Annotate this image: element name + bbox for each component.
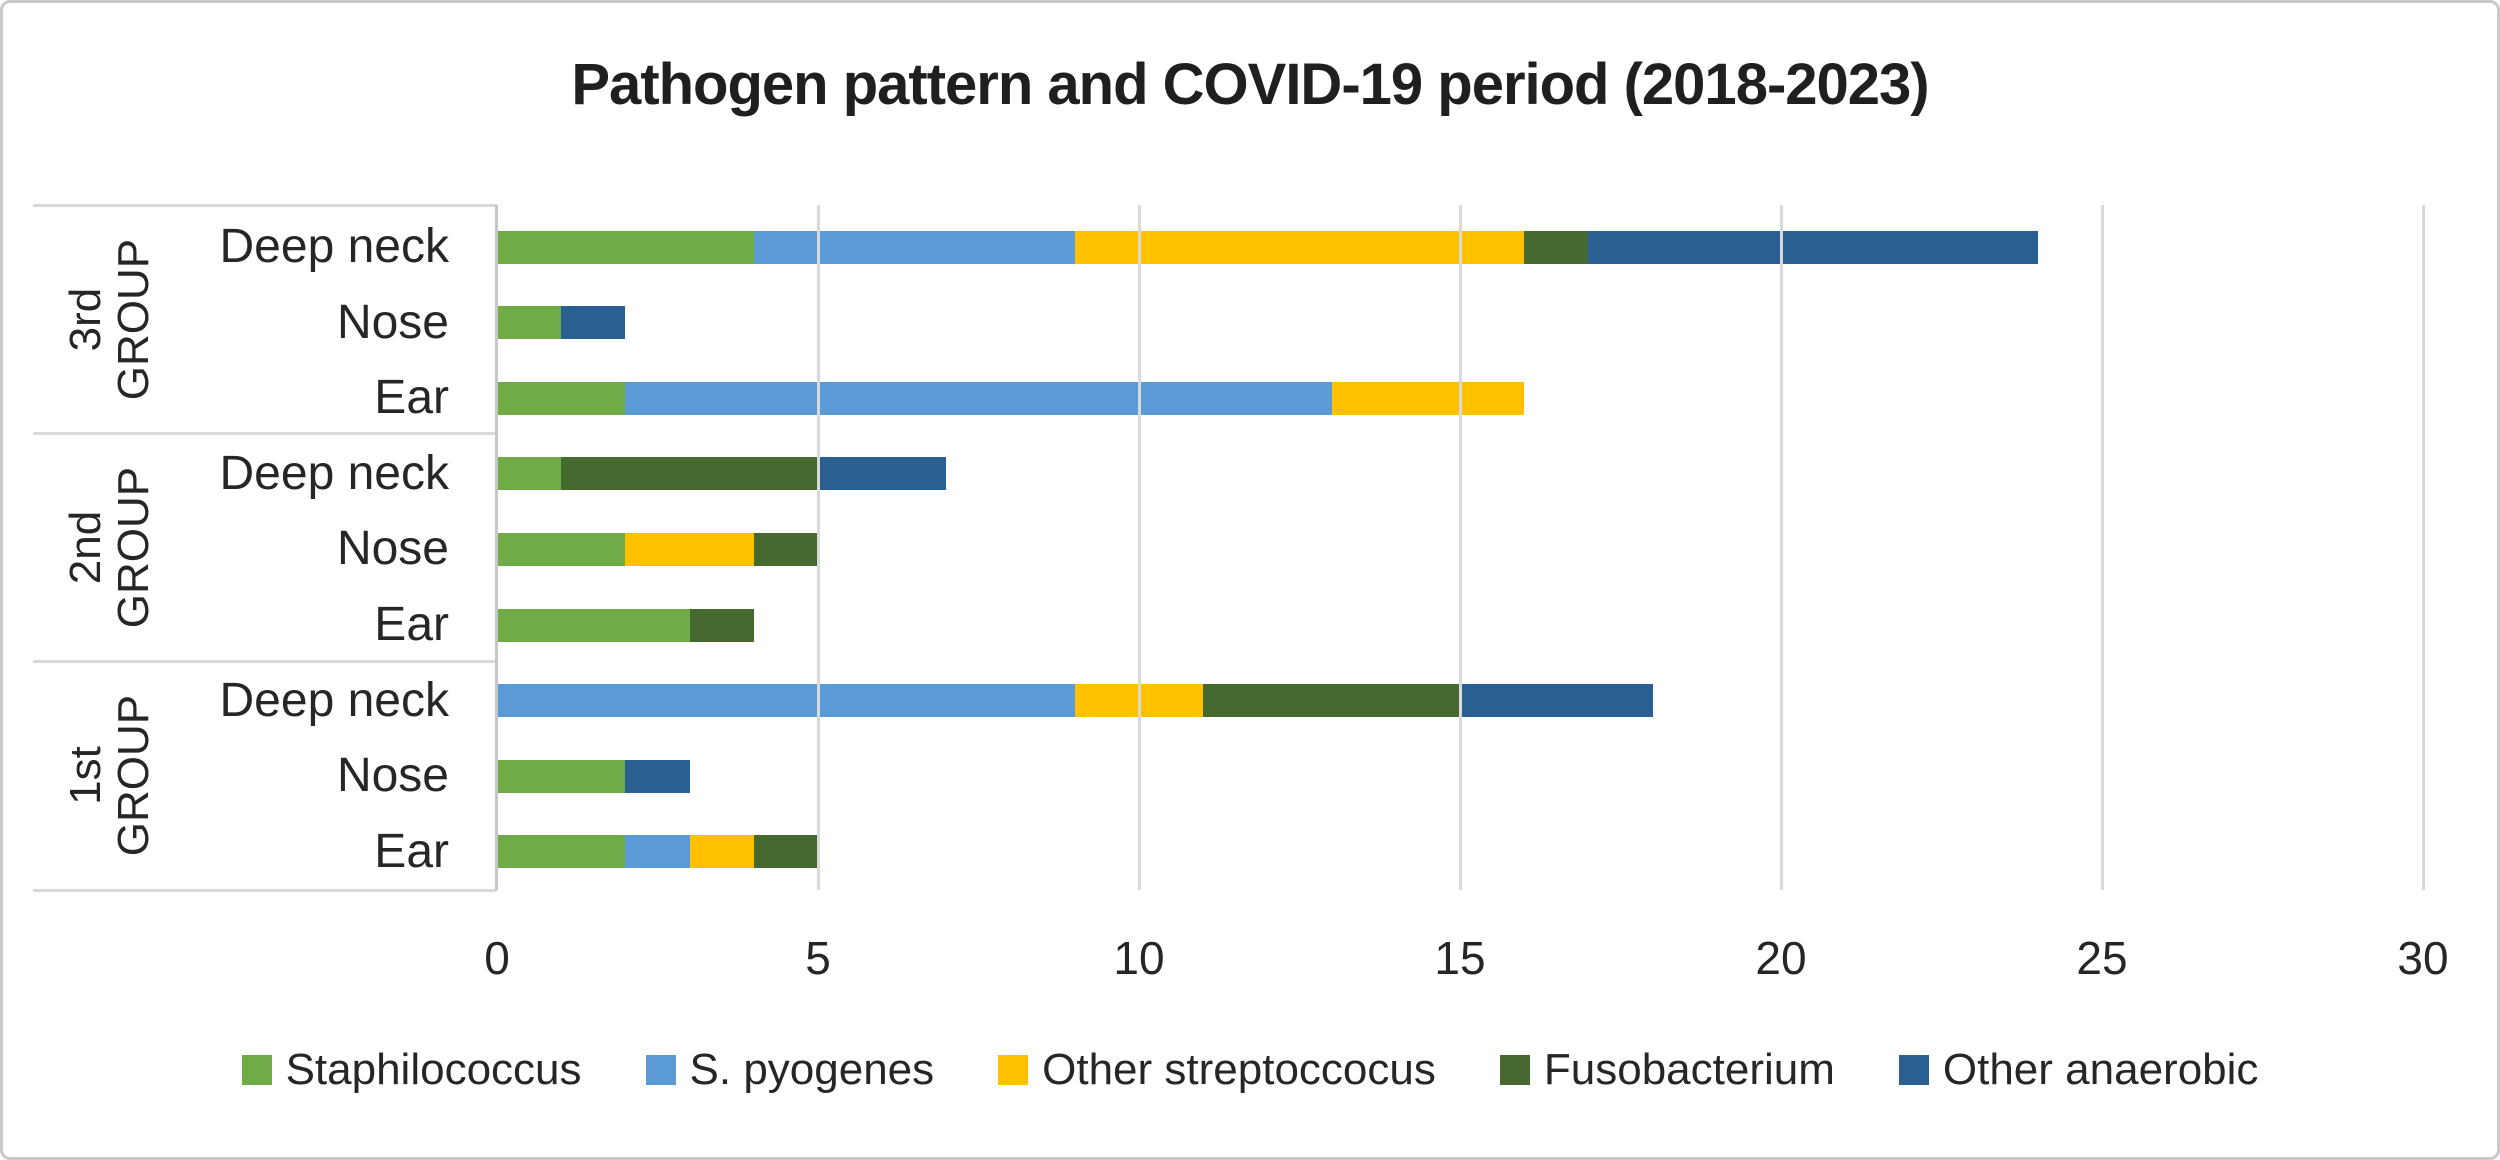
bar-segment-staphilococcus (497, 457, 562, 491)
category-label-ear: Ear (374, 598, 449, 651)
bar-segment-fusobacterium (689, 608, 754, 642)
bar-row-2nd-nose (497, 532, 2423, 566)
bar-segment-other-streptoccocus (625, 532, 754, 566)
category-axis-separator-line (33, 660, 497, 664)
legend-label-other-anaerobic: Other anaerobic (1942, 1045, 2259, 1094)
bar-segment-staphilococcus (497, 532, 626, 566)
gridline (816, 205, 820, 890)
legend-item-fusobacterium: Fusobacterium (1499, 1045, 1835, 1095)
bar-segment-fusobacterium (561, 457, 818, 491)
x-tick-label-10: 10 (1113, 932, 1165, 984)
x-tick-label-15: 15 (1434, 932, 1486, 984)
gridline (2100, 205, 2104, 890)
legend-swatch-other-anaerobic (1898, 1055, 1929, 1085)
legend-swatch-staphilococcus (241, 1055, 272, 1085)
bar-segment-s-pyogenes (625, 835, 690, 869)
bar-row-1st-ear (497, 835, 2423, 869)
legend-label-staphilococcus: Staphilococcus (285, 1045, 582, 1094)
bar-segment-other-anaerobic (561, 306, 626, 340)
bar-segment-s-pyogenes (753, 230, 1075, 264)
bar-row-3rd-ear (497, 381, 2423, 415)
bar-row-2nd-deep-neck (497, 457, 2423, 491)
legend: Staphilococcus S. pyogenes Other streptocc… (3, 1045, 2497, 1095)
bar-segment-staphilococcus (497, 835, 626, 869)
category-label-ear: Ear (374, 824, 449, 878)
legend-swatch-s-pyogenes (645, 1055, 676, 1085)
bar-segment-fusobacterium (1524, 230, 1589, 264)
legend-item-s-pyogenes: S. pyogenes (645, 1045, 935, 1095)
bar-segment-other-streptoccocus (1331, 381, 1525, 415)
category-label-deep-neck: Deep neck (219, 446, 449, 500)
gridline (1779, 205, 1783, 890)
bar-segment-other-anaerobic (625, 759, 690, 793)
bar-segment-staphilococcus (497, 759, 626, 793)
legend-label-s-pyogenes: S. pyogenes (689, 1045, 935, 1094)
category-axis-separator-line (33, 888, 497, 892)
x-tick-label-20: 20 (1755, 932, 1807, 984)
category-label-nose: Nose (336, 749, 449, 803)
category-axis-line (495, 205, 498, 890)
legend-swatch-other-streptoccocus (998, 1055, 1029, 1085)
category-label-nose: Nose (336, 295, 449, 349)
bar-segment-other-anaerobic (1460, 684, 1653, 718)
bar-segment-other-anaerobic (1588, 230, 2038, 264)
bar-row-3rd-nose (497, 306, 2423, 340)
x-tick-label-25: 25 (2076, 932, 2128, 984)
chart-title: Pathogen pattern and COVID-19 period (20… (571, 52, 1929, 117)
x-tick-label-30: 30 (2397, 932, 2449, 984)
bar-row-1st-nose (497, 759, 2423, 793)
bar-segment-staphilococcus (497, 608, 690, 642)
bar-segment-fusobacterium (753, 835, 818, 869)
bar-segment-fusobacterium (753, 532, 818, 566)
legend-label-fusobacterium: Fusobacterium (1543, 1045, 1835, 1094)
bar-segment-staphilococcus (497, 381, 626, 415)
legend-item-other-streptoccocus: Other streptoccocus (998, 1045, 1436, 1095)
bar-segment-staphilococcus (497, 306, 562, 340)
bar-segment-other-streptoccocus (689, 835, 754, 869)
legend-item-other-anaerobic: Other anaerobic (1898, 1045, 2259, 1095)
bar-segment-staphilococcus (497, 230, 754, 264)
category-axis-separator-line (33, 431, 497, 435)
category-label-nose: Nose (336, 522, 449, 576)
legend-swatch-fusobacterium (1499, 1055, 1530, 1085)
x-tick-label-5: 5 (805, 932, 831, 984)
gridline (1137, 205, 1141, 890)
category-label-deep-neck: Deep neck (219, 220, 449, 273)
bar-segment-s-pyogenes (625, 381, 1332, 415)
bar-segment-other-anaerobic (818, 457, 947, 491)
bar-row-3rd-deep-neck (497, 230, 2423, 264)
category-label-ear: Ear (374, 371, 449, 425)
category-axis-separator-line (33, 203, 497, 207)
bar-segment-other-streptoccocus (1074, 230, 1525, 264)
gridline (1458, 205, 1462, 890)
bar-segment-fusobacterium (1203, 684, 1460, 718)
x-tick-label-0: 0 (484, 932, 510, 984)
category-label-deep-neck: Deep neck (219, 673, 449, 727)
bar-segment-s-pyogenes (497, 684, 1075, 718)
gridline (2421, 205, 2425, 890)
bar-row-2nd-ear (497, 608, 2423, 642)
legend-item-staphilococcus: Staphilococcus (241, 1045, 582, 1095)
bar-row-1st-deep-neck (497, 684, 2423, 718)
legend-label-other-streptoccocus: Other streptoccocus (1042, 1045, 1436, 1094)
